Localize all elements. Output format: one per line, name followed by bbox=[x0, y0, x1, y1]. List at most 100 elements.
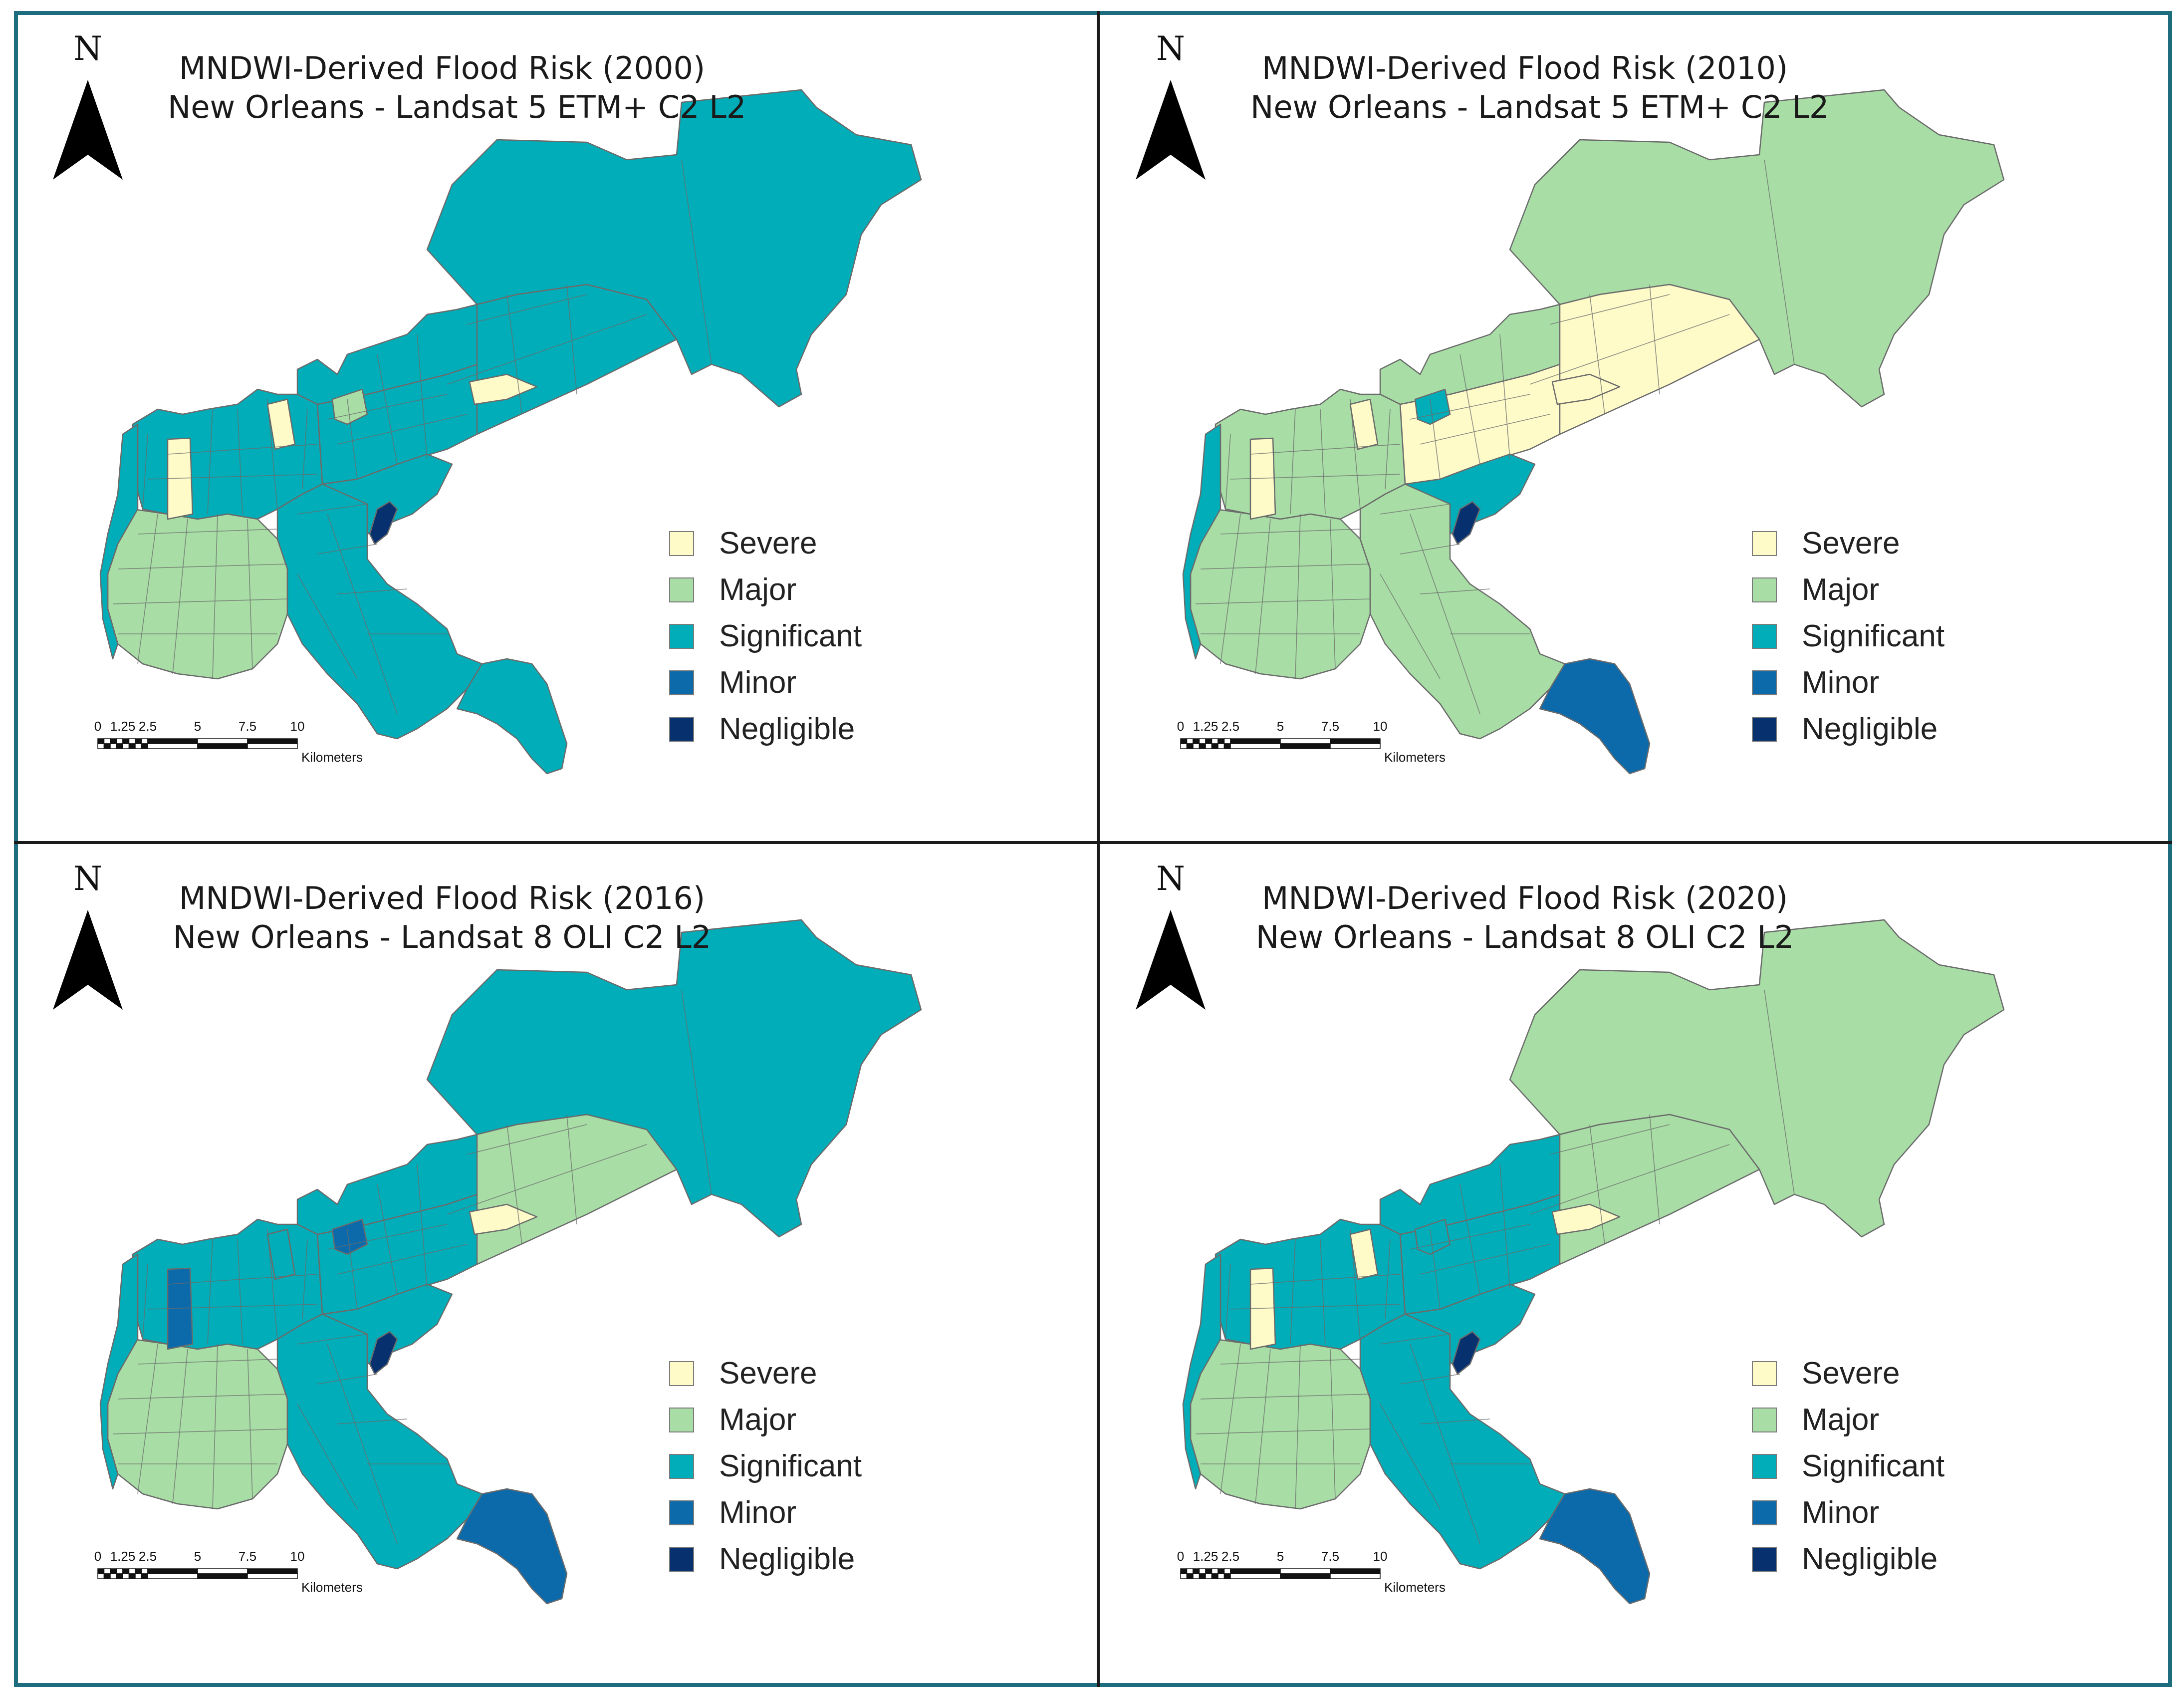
legend-item-major: Major bbox=[1752, 570, 2011, 617]
scale-segment bbox=[1223, 1573, 1231, 1579]
map-title-line2: New Orleans - Landsat 5 ETM+ C2 L2 bbox=[1250, 89, 1829, 125]
scale-segment bbox=[1217, 738, 1225, 744]
scale-segment bbox=[1223, 738, 1231, 744]
legend-label-minor: Minor bbox=[1802, 665, 1880, 700]
region-lakeview-pocket bbox=[1414, 388, 1451, 425]
scale-segment bbox=[1280, 743, 1331, 749]
scale-bar-graphic bbox=[97, 1568, 298, 1579]
scale-tick-label: 5 bbox=[1276, 1549, 1284, 1564]
scale-segment bbox=[141, 743, 148, 749]
legend-swatch-severe bbox=[1752, 1361, 1777, 1386]
scale-segment bbox=[116, 738, 123, 744]
legend-swatch-minor bbox=[1752, 670, 1777, 695]
legend-label-minor: Minor bbox=[719, 1495, 797, 1530]
scale-segment bbox=[141, 1573, 148, 1579]
parcel-line bbox=[1195, 598, 1371, 604]
parcel-line bbox=[1499, 334, 1510, 460]
region-ne-corridor bbox=[444, 283, 678, 435]
parcel-line bbox=[237, 409, 243, 515]
region-industrial bbox=[369, 1331, 398, 1375]
north-arrow: N bbox=[1133, 32, 1208, 182]
scale-segment bbox=[1330, 1573, 1381, 1579]
parcel-line bbox=[1220, 1359, 1361, 1365]
parcel-line bbox=[172, 519, 188, 674]
vertical-divider bbox=[1097, 11, 1100, 1687]
scale-segment bbox=[197, 1568, 248, 1574]
parcel-line bbox=[237, 1239, 243, 1345]
parcel-line bbox=[147, 474, 318, 480]
parcel-line bbox=[1380, 1334, 1451, 1345]
scale-segment bbox=[1199, 1568, 1206, 1574]
map-title-line1: MNDWI-Derived Flood Risk (2016) bbox=[179, 880, 706, 916]
parcel-line bbox=[337, 588, 408, 594]
region-severe-patch-mid bbox=[1349, 1228, 1379, 1280]
legend-swatch-significant bbox=[1752, 1454, 1777, 1479]
parcel-line bbox=[207, 1239, 213, 1345]
parcel-line bbox=[327, 1344, 398, 1544]
scale-tick-label: 7.5 bbox=[238, 719, 257, 734]
parcel-line bbox=[1420, 1244, 1550, 1275]
region-lakeview-pocket bbox=[331, 388, 368, 425]
scale-unit: Kilometers bbox=[301, 1580, 363, 1595]
region-algiers-tail bbox=[1539, 1488, 1651, 1605]
legend-item-negligible: Negligible bbox=[1752, 1540, 2011, 1586]
scale-segment bbox=[1205, 1573, 1213, 1579]
parcel-line bbox=[1420, 588, 1490, 594]
parcel-line bbox=[1330, 1349, 1336, 1499]
scale-segment bbox=[1211, 1568, 1218, 1574]
parcel-boundaries bbox=[1195, 989, 1795, 1544]
region-industrial bbox=[369, 501, 398, 545]
scale-segment bbox=[135, 738, 142, 744]
region-industrial bbox=[1452, 1331, 1481, 1375]
parcel-line bbox=[1230, 1304, 1401, 1310]
scale-tick-label: 7.5 bbox=[1321, 1549, 1340, 1564]
parcel-line bbox=[337, 1244, 468, 1275]
parcel-line bbox=[1225, 1264, 1231, 1340]
region-lakeview-pocket bbox=[1414, 1218, 1451, 1255]
parcel-line bbox=[1410, 1224, 1530, 1250]
scale-tick-label: 10 bbox=[1373, 719, 1388, 734]
scale-segment bbox=[1205, 743, 1213, 749]
parcel-line bbox=[1200, 564, 1371, 569]
scale-segment bbox=[1180, 1573, 1188, 1579]
parcel-line bbox=[447, 1144, 647, 1215]
scale-segment bbox=[103, 1573, 111, 1579]
parcel-line bbox=[327, 514, 398, 714]
legend-label-negligible: Negligible bbox=[1802, 1542, 1938, 1576]
scale-tick-label: 7.5 bbox=[238, 1549, 257, 1564]
legend-item-significant: Significant bbox=[1752, 1447, 2011, 1493]
parcel-line bbox=[117, 564, 288, 569]
legend-label-minor: Minor bbox=[719, 665, 797, 700]
parcel-line bbox=[1230, 474, 1401, 480]
parcel-line bbox=[117, 1394, 288, 1400]
scale-segment bbox=[1211, 743, 1218, 749]
scale-segment bbox=[135, 743, 142, 749]
scale-segment bbox=[110, 1568, 117, 1574]
north-arrow-icon bbox=[1136, 910, 1206, 1010]
scale-segment bbox=[1199, 1573, 1206, 1579]
scale-segment bbox=[1330, 738, 1381, 744]
scale-segment bbox=[1205, 1568, 1213, 1574]
parcel-line bbox=[1420, 414, 1550, 445]
scale-segment bbox=[141, 1568, 148, 1574]
parcel-line bbox=[681, 159, 712, 365]
region-ne-corridor bbox=[1526, 1114, 1760, 1265]
legend-swatch-major bbox=[669, 1408, 694, 1432]
north-label: N bbox=[73, 29, 102, 68]
parcel-line bbox=[1529, 314, 1730, 385]
parcel-boundaries bbox=[1195, 159, 1795, 714]
legend-label-negligible: Negligible bbox=[719, 712, 855, 746]
map-panel-2020: N MNDWI-Derived Flood Risk (2020) New Or… bbox=[1101, 845, 2184, 1674]
scale-tick-label: 1.25 bbox=[1193, 719, 1218, 734]
region-industrial bbox=[1452, 501, 1481, 545]
parcel-line bbox=[137, 529, 278, 535]
parcel-line bbox=[1380, 1404, 1441, 1509]
parcel-line bbox=[467, 1124, 587, 1155]
parcel-line bbox=[302, 1239, 308, 1320]
scale-bar-graphic bbox=[97, 738, 298, 749]
legend-item-minor: Minor bbox=[669, 1493, 929, 1540]
legend-label-negligible: Negligible bbox=[1802, 712, 1938, 746]
legend-swatch-severe bbox=[669, 531, 694, 556]
scale-tick-label: 0 bbox=[1177, 1549, 1185, 1564]
parcel-line bbox=[1380, 573, 1441, 679]
